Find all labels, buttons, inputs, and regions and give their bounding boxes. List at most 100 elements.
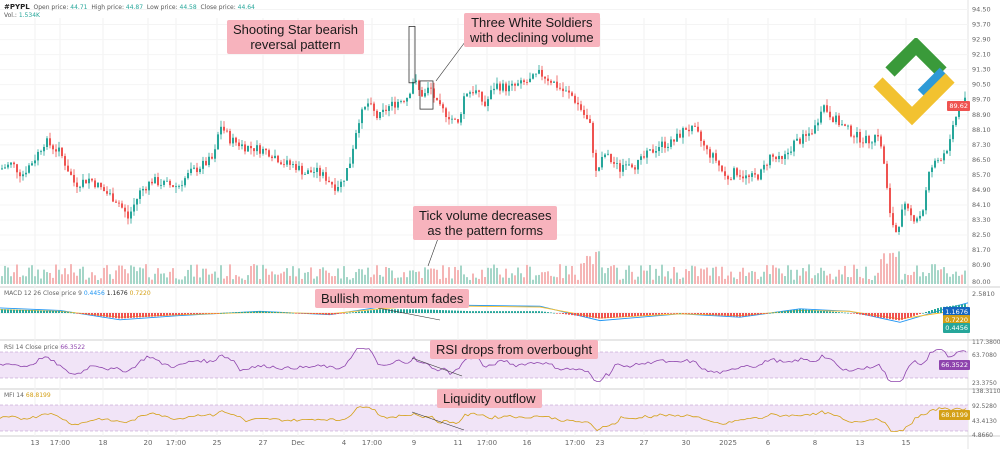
- candle-body: [859, 131, 861, 143]
- volume-bar: [532, 279, 534, 284]
- candle-body: [928, 172, 930, 191]
- volume-bar: [664, 276, 666, 284]
- candle-body: [742, 176, 744, 179]
- candle-body: [226, 130, 228, 132]
- candle-body: [235, 137, 237, 143]
- macd-hist-bar: [199, 313, 201, 314]
- candle-body: [721, 165, 723, 172]
- volume-bar: [463, 274, 465, 284]
- volume-bar: [325, 270, 327, 284]
- candle-body: [424, 93, 426, 97]
- candle-body: [319, 167, 321, 176]
- macd-hist-bar: [322, 313, 324, 315]
- volume-bar: [400, 277, 402, 284]
- x-tick-label: 17:00: [166, 439, 186, 447]
- candle-body: [271, 156, 273, 159]
- candle-body: [700, 131, 702, 141]
- candle-body: [259, 145, 261, 154]
- macd-hist-bar: [154, 313, 156, 317]
- macd-hist-bar: [403, 309, 405, 313]
- volume-bar: [541, 272, 543, 284]
- macd-hist-bar: [352, 312, 354, 313]
- candle-body: [16, 164, 18, 173]
- macd-hist-bar: [580, 313, 582, 317]
- volume-bar: [37, 269, 39, 284]
- volume-bar: [829, 273, 831, 284]
- candle-body: [904, 203, 906, 210]
- macd-hist-bar: [877, 313, 879, 318]
- volume-bar: [196, 264, 198, 284]
- volume-bar: [322, 267, 324, 284]
- candle-body: [829, 111, 831, 118]
- candle-body: [745, 175, 747, 179]
- price-tick-label: 80.90: [972, 261, 991, 269]
- volume-bar: [301, 278, 303, 284]
- candle-body: [388, 106, 390, 111]
- volume-bar: [295, 276, 297, 284]
- candle-body: [559, 87, 561, 89]
- candle-body: [457, 119, 459, 123]
- candle-body: [550, 80, 552, 83]
- volume-bar: [733, 277, 735, 284]
- volume-bar: [760, 276, 762, 284]
- macd-hist-bar: [382, 309, 384, 313]
- macd-hist-bar: [703, 313, 705, 315]
- candle-body: [310, 170, 312, 173]
- macd-hist-bar: [706, 313, 708, 315]
- macd-hist-bar: [418, 309, 420, 313]
- volume-bar: [271, 271, 273, 284]
- candle-body: [787, 152, 789, 155]
- volume-bar: [595, 251, 597, 284]
- volume-bar: [160, 273, 162, 284]
- macd-hist-bar: [388, 309, 390, 313]
- volume-bar: [481, 269, 483, 284]
- candle-body: [628, 164, 630, 166]
- volume-bar: [739, 271, 741, 284]
- candle-body: [799, 138, 801, 144]
- macd-hist-bar: [736, 313, 738, 317]
- candle-body: [418, 80, 420, 91]
- candle-body: [715, 153, 717, 161]
- candle-body: [595, 152, 597, 171]
- candle-body: [463, 96, 465, 115]
- candle-body: [943, 153, 945, 161]
- macd-hist-bar: [922, 312, 924, 314]
- volume-bar: [469, 279, 471, 284]
- macd-hist-bar: [328, 313, 330, 315]
- candle-body: [499, 83, 501, 91]
- volume-bar: [253, 264, 255, 284]
- x-tick-label: 23: [596, 439, 605, 447]
- price-tick-label: 91.30: [972, 66, 991, 74]
- macd-hist-bar: [211, 313, 213, 314]
- candle-body: [124, 207, 126, 212]
- candle-body: [484, 101, 486, 107]
- candle-body: [907, 203, 909, 209]
- volume-bar: [10, 276, 12, 284]
- candle-body: [490, 90, 492, 100]
- volume-bar: [856, 268, 858, 284]
- macd-hist-bar: [499, 311, 501, 313]
- volume-bar: [319, 268, 321, 284]
- macd-hist-bar: [754, 313, 756, 315]
- volume-bar: [904, 273, 906, 284]
- mfi-pane-label: MFI 14 68.8199: [4, 392, 51, 399]
- x-tick-label: 9: [412, 439, 416, 447]
- macd-hist-bar: [724, 313, 726, 316]
- candle-body: [676, 133, 678, 142]
- macd-hist-bar: [739, 313, 741, 317]
- macd-pane-label: MACD 12 26 Close price 9 0.4456 1.1676 0…: [4, 290, 151, 297]
- macd-hist-bar: [43, 310, 45, 313]
- volume-bar: [667, 271, 669, 284]
- candle-body: [70, 171, 72, 175]
- macd-hist-bar: [436, 309, 438, 313]
- volume-bar: [331, 276, 333, 284]
- macd-hist-bar: [742, 313, 744, 317]
- macd-hist-bar: [268, 311, 270, 313]
- candle-body: [466, 93, 468, 97]
- symbol-label: #PYPL: [4, 3, 30, 11]
- macd-hist-bar: [484, 311, 486, 313]
- candle-body: [775, 156, 777, 160]
- macd-hist-bar: [898, 313, 900, 321]
- volume-bar: [802, 268, 804, 284]
- volume-bar: [883, 253, 885, 284]
